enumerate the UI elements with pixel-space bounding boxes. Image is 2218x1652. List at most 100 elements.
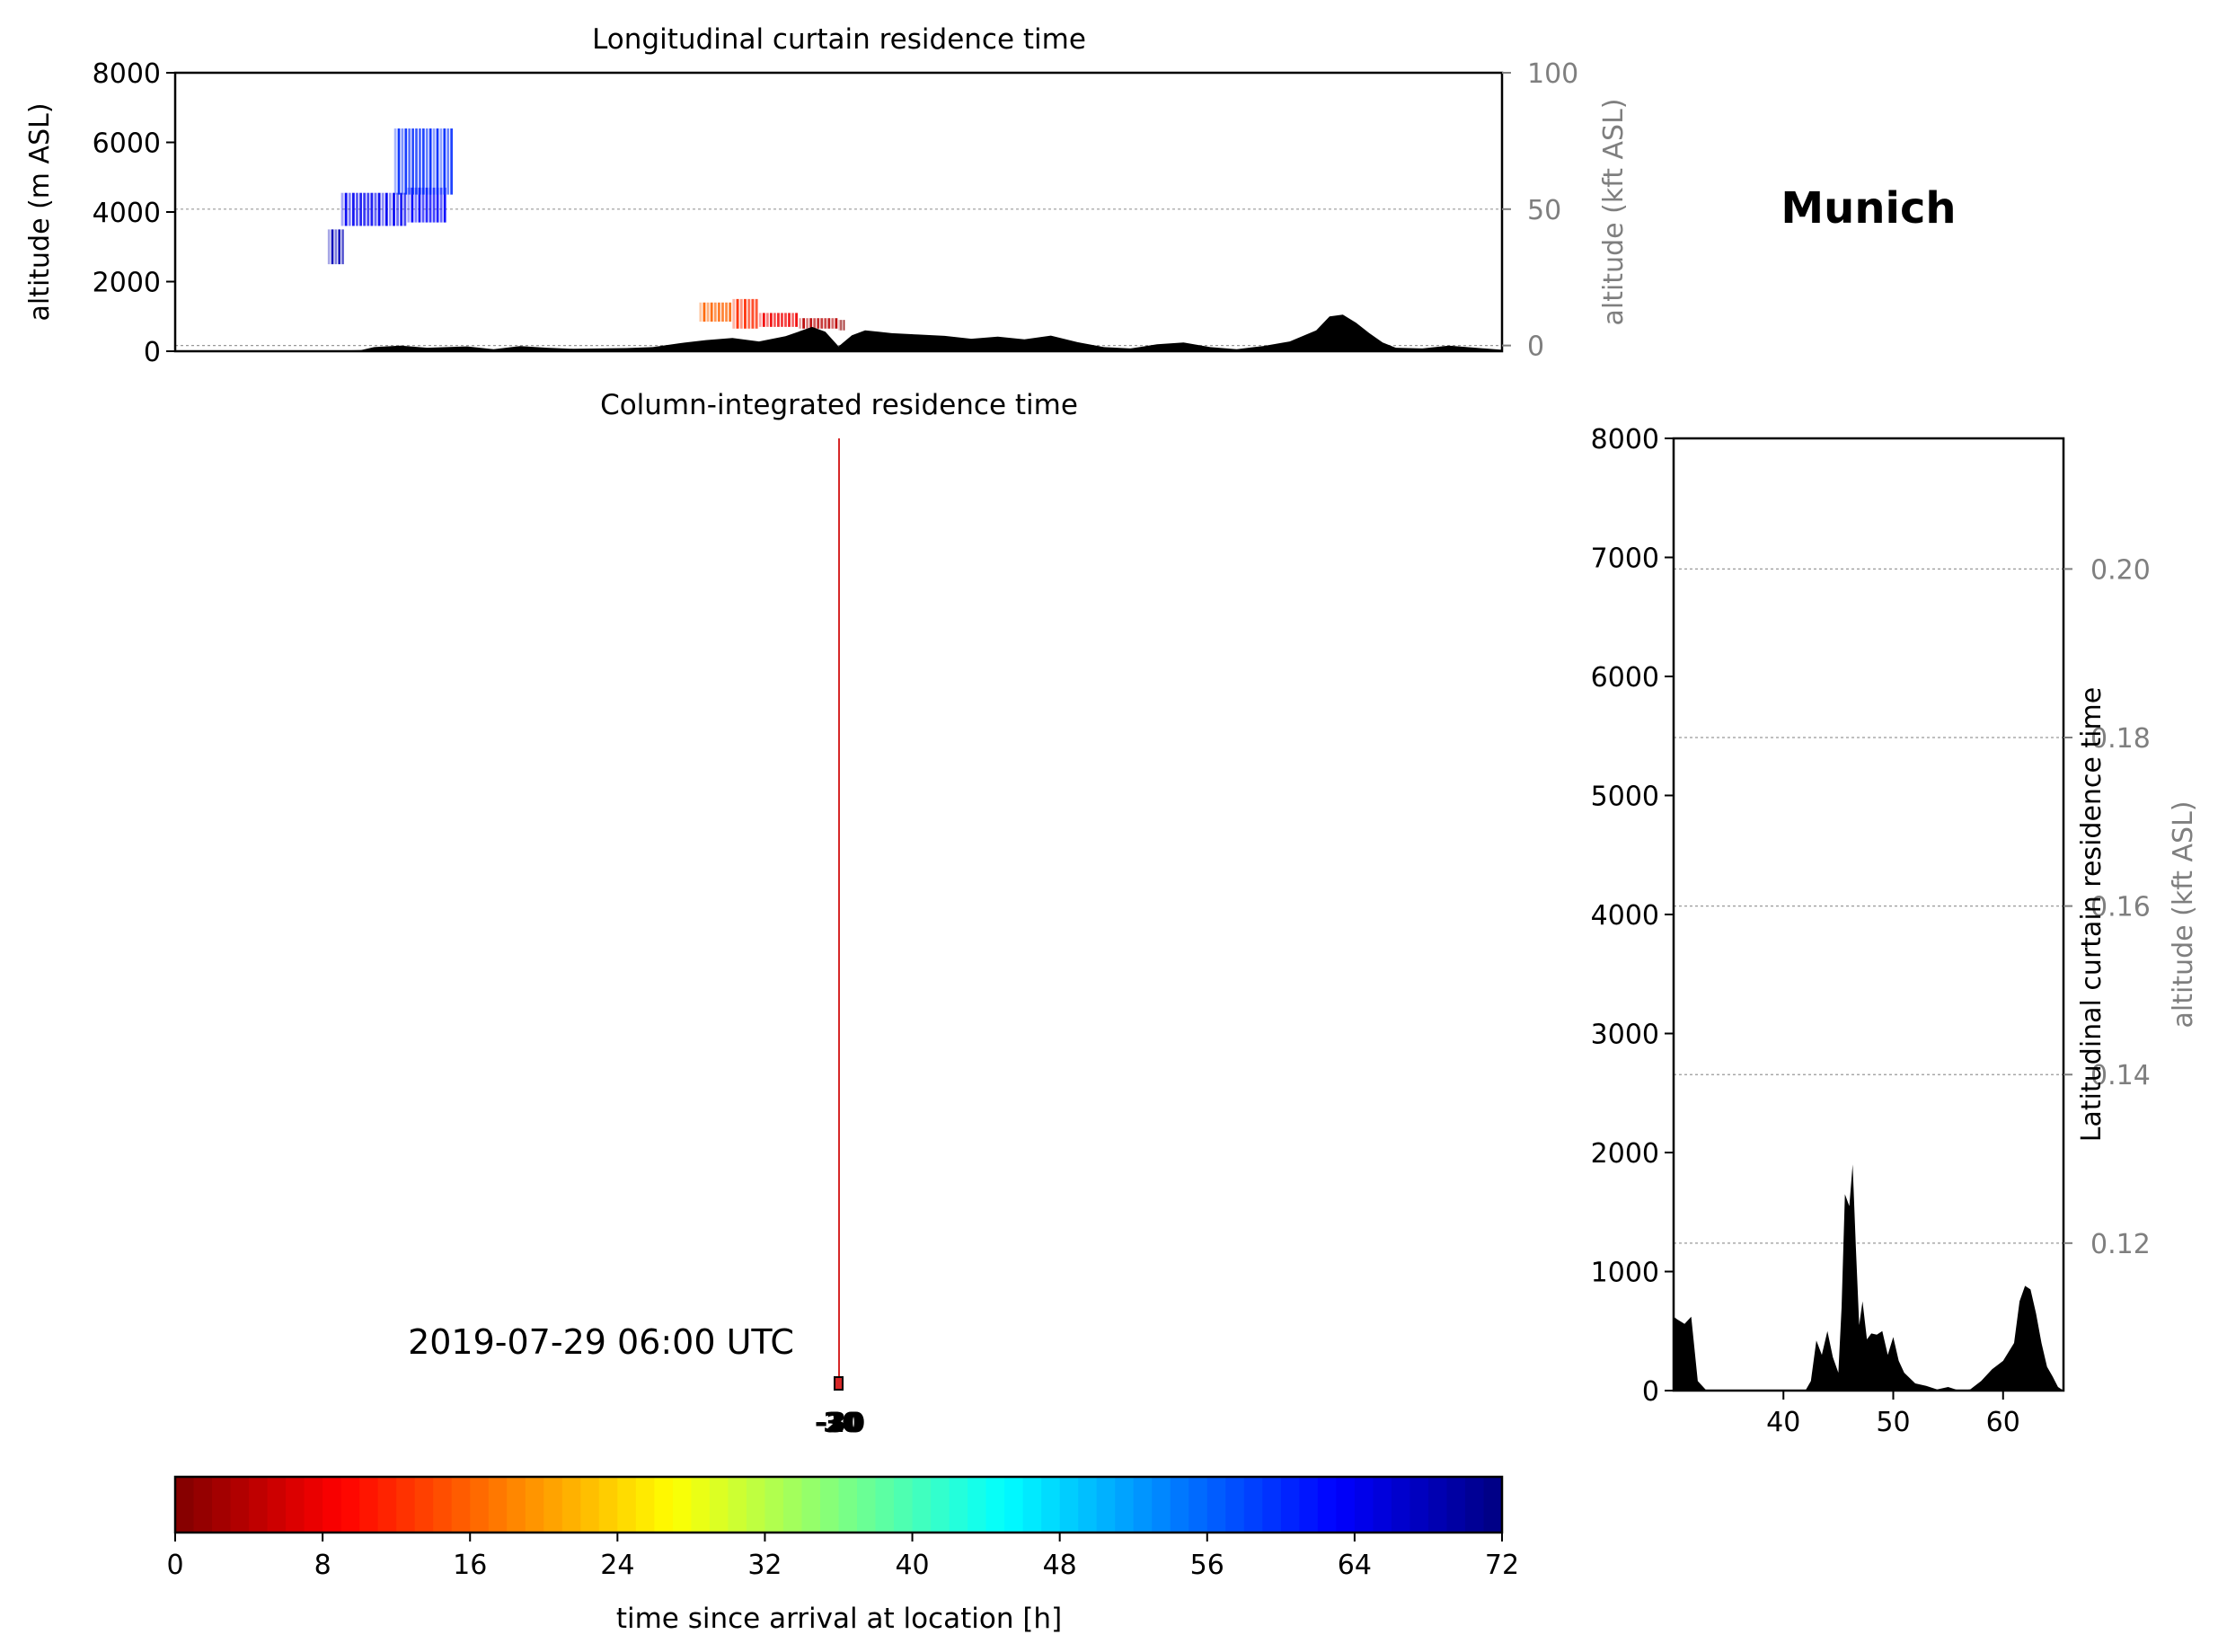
plume-stripe [381, 192, 384, 226]
colorbar-cell [782, 1477, 803, 1533]
colorbar-cell [1059, 1477, 1079, 1533]
plume-stripe [706, 302, 710, 322]
colorbar-cell [875, 1477, 895, 1533]
plume-stripe [415, 128, 418, 195]
plume-stripe [419, 128, 421, 195]
point-label: -30 [817, 1408, 865, 1439]
colorbar-tick-label: 72 [1485, 1550, 1519, 1581]
colorbar-cell [709, 1477, 729, 1533]
y-tick-label: 8000 [1591, 424, 1659, 455]
plume-stripe [827, 318, 831, 329]
latitudinal-grid [1674, 568, 2063, 1244]
colorbar-cell [654, 1477, 674, 1533]
plume-stripe [425, 187, 429, 223]
colorbar-cell [968, 1477, 987, 1533]
plume-stripe [443, 128, 446, 195]
latitudinal-panel: 0 1000 2000 3000 4000 5000 6000 7000 8000 40 50 60… [1591, 424, 2199, 1438]
plume-stripe [443, 187, 446, 223]
colorbar-cell [193, 1477, 213, 1533]
latitudinal-ylabel-right: Latitudinal curtain residence time [2076, 687, 2108, 1142]
colorbar-tick-label: 64 [1338, 1550, 1372, 1581]
plume-stripe [421, 128, 425, 195]
colorbar-cell [949, 1477, 968, 1533]
plume-stripe [806, 318, 809, 329]
colorbar-tick-label: 16 [453, 1550, 487, 1581]
plume-stripe [401, 128, 404, 195]
colorbar-cell [985, 1477, 1005, 1533]
colorbar-cell [728, 1477, 747, 1533]
colorbar-cell [359, 1477, 379, 1533]
colorbar-cell [1189, 1477, 1208, 1533]
plume-stripe [421, 187, 425, 223]
y-tick-right-label: 0.16 [2090, 892, 2151, 923]
colorbar-tick-label: 56 [1190, 1550, 1224, 1581]
colorbar-cell [1096, 1477, 1116, 1533]
y-tick-label: 6000 [1591, 662, 1659, 693]
longitudinal-panel: Longitudinal curtain residence time 0 200… [24, 23, 1630, 368]
colorbar-cell [1391, 1477, 1411, 1533]
plume-stripe [331, 229, 334, 265]
plume-stripe [397, 128, 401, 195]
colorbar-cell [1115, 1477, 1135, 1533]
plume-stripe [765, 313, 769, 327]
longitudinal-ylabel: altitude (m ASL) [24, 102, 56, 321]
x-tick-label: 40 [1766, 1407, 1800, 1438]
colorbar-cell [819, 1477, 840, 1533]
longitudinal-terrain [175, 314, 1502, 351]
plume-stripe [429, 187, 432, 223]
latitudinal-y-ticks: 0 1000 2000 3000 4000 5000 6000 7000 8000 [1591, 424, 1674, 1408]
y-tick-label: 7000 [1591, 543, 1659, 575]
plume-stripe [407, 187, 411, 223]
colorbar-cell [1152, 1477, 1171, 1533]
plume-stripe [784, 313, 787, 327]
plume-stripe [755, 298, 758, 329]
plume-stripe [338, 229, 341, 265]
plume-stripe [384, 192, 388, 226]
plume-stripe [802, 318, 806, 329]
plume-stripe [393, 192, 395, 226]
colorbar-cell [672, 1477, 692, 1533]
y-tick-label: 2000 [1591, 1138, 1659, 1170]
colorbar-cells [175, 1477, 1503, 1533]
point-label: -20 [815, 1408, 863, 1439]
colorbar-tick-label: 32 [747, 1550, 782, 1581]
x-tick-label: 50 [1876, 1407, 1910, 1438]
longitudinal-plume [327, 128, 845, 331]
plume-stripe [432, 128, 436, 195]
colorbar-cell [894, 1477, 914, 1533]
colorbar-tick-label: 8 [314, 1550, 331, 1581]
plume-stripe [341, 229, 344, 265]
colorbar-cell [1004, 1477, 1024, 1533]
plume-stripe [340, 192, 344, 226]
colorbar-cell [580, 1477, 600, 1533]
y-tick-label: 8000 [93, 58, 161, 90]
colorbar-cell [267, 1477, 287, 1533]
colorbar-cell [635, 1477, 655, 1533]
colorbar-cell [525, 1477, 544, 1533]
plume-stripe [367, 192, 370, 226]
colorbar-cell [1041, 1477, 1061, 1533]
y-tick-label: 6000 [93, 128, 161, 160]
colorbar-cell [1483, 1477, 1503, 1533]
colorbar-cell [340, 1477, 360, 1533]
colorbar-cell [433, 1477, 453, 1533]
plume-stripe [739, 298, 743, 329]
plume-stripe [736, 298, 739, 329]
plume-stripe [425, 128, 429, 195]
plume-stripe [411, 128, 414, 195]
plume-stripe [439, 187, 443, 223]
colorbar: 0 8 16 24 32 40 48 56 64 72 time since arrival at… [166, 1475, 1519, 1635]
point-label: -10 [815, 1408, 863, 1439]
colorbar-cell [1280, 1477, 1300, 1533]
column-marker-point [834, 1376, 844, 1391]
colorbar-cell [396, 1477, 416, 1533]
plume-stripe [334, 229, 338, 265]
colorbar-cell [507, 1477, 526, 1533]
plume-stripe [403, 192, 407, 226]
plume-stripe [436, 187, 439, 223]
colorbar-cell [1336, 1477, 1356, 1533]
plume-stripe [840, 320, 842, 331]
colorbar-cell [1373, 1477, 1392, 1533]
plume-stripe [363, 192, 367, 226]
colorbar-cell [838, 1477, 858, 1533]
